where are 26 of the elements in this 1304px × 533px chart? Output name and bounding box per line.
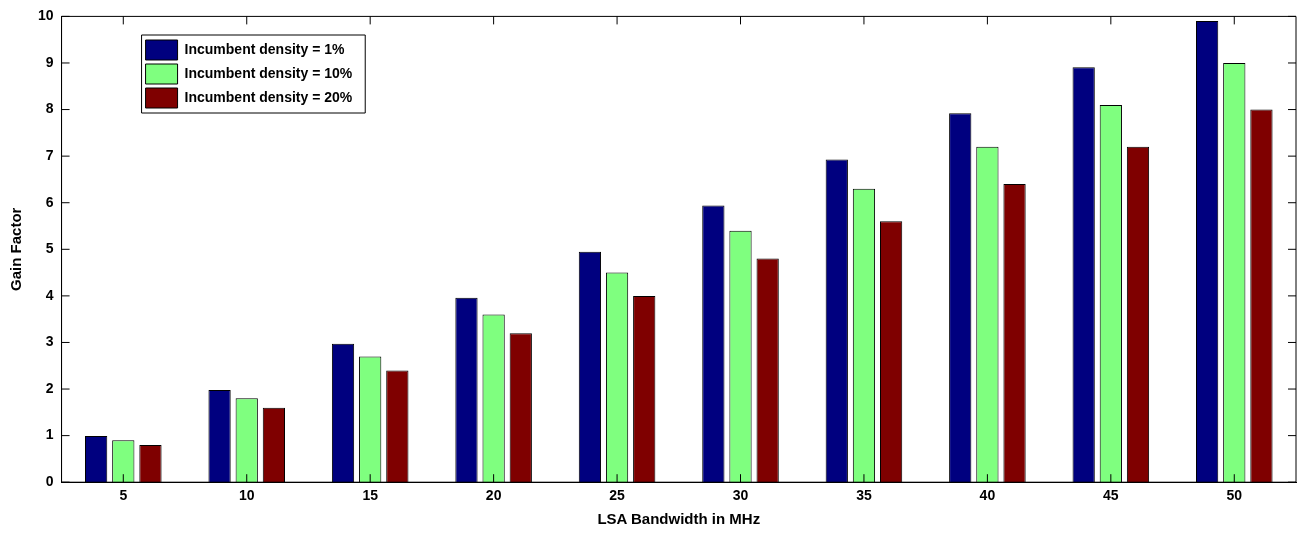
y-tick-label: 8 [45,100,54,117]
x-tick-label: 35 [856,487,872,504]
x-tick-label: 50 [1226,487,1243,504]
legend-label: Incumbent density = 20% [184,88,353,105]
x-tick-label: 30 [732,487,749,504]
y-tick-label: 9 [45,53,54,70]
x-axis-title: LSA Bandwidth in MHz [597,510,761,528]
y-tick-label: 1 [45,426,54,443]
x-tick-label: 25 [609,487,626,504]
x-tick-label: 15 [362,487,379,504]
y-tick-label: 10 [37,7,54,24]
x-tick-label: 40 [979,487,996,504]
y-tick-label: 3 [45,333,54,350]
y-tick-label: 7 [45,147,54,163]
y-tick-label: 0 [45,473,54,490]
x-tick-label: 10 [238,487,255,504]
y-tick-label: 5 [45,240,54,257]
legend-label: Incumbent density = 1% [184,40,345,57]
y-tick-label: 6 [45,193,54,210]
y-tick-label: 2 [45,379,54,396]
y-tick-label: 4 [45,286,54,303]
x-tick-label: 45 [1103,487,1119,504]
y-axis-title: Gain Factor [7,207,25,291]
x-tick-label: 5 [119,487,128,504]
x-tick-label: 20 [485,487,502,504]
legend-label: Incumbent density = 10% [184,64,353,81]
